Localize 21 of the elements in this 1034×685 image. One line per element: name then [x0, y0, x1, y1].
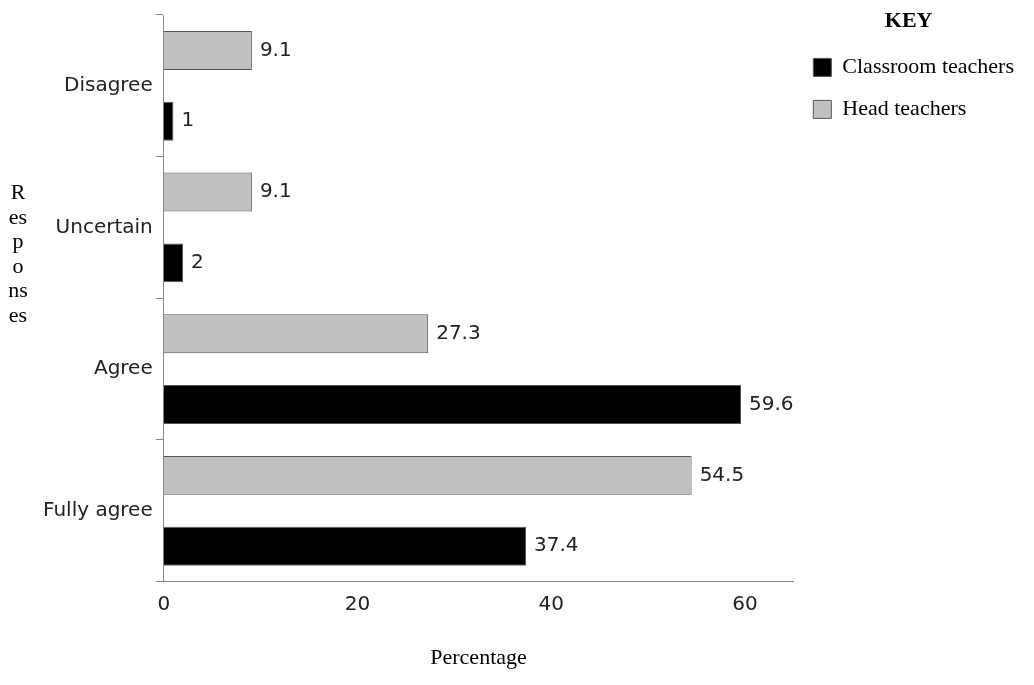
x-axis-title: Percentage — [430, 643, 527, 669]
data-label: 9.1 — [259, 36, 292, 61]
y-tick-label: Uncertain — [55, 213, 153, 238]
x-tick-label: 20 — [344, 590, 371, 615]
y-tick-label: Fully agree — [42, 496, 153, 521]
data-label: 59.6 — [749, 390, 794, 415]
x-tick-label: 40 — [538, 590, 564, 615]
x-tick-label: 60 — [732, 590, 758, 615]
data-label: 2 — [191, 249, 204, 274]
data-label: 27.3 — [436, 319, 481, 344]
data-label: 54.5 — [699, 461, 745, 486]
data-label: 9.1 — [259, 178, 292, 203]
data-label: 1 — [181, 107, 195, 132]
data-label: 37.4 — [533, 532, 579, 557]
x-tick-label: 0 — [157, 590, 171, 615]
legend-label: Classroom teachers — [842, 53, 1014, 79]
y-tick-label: Agree — [93, 355, 153, 380]
y-axis-title: Responses — [8, 179, 28, 327]
legend-label: Head teachers — [842, 95, 967, 121]
y-tick-label: Disagree — [64, 72, 153, 97]
legend-title: KEY — [884, 6, 933, 32]
